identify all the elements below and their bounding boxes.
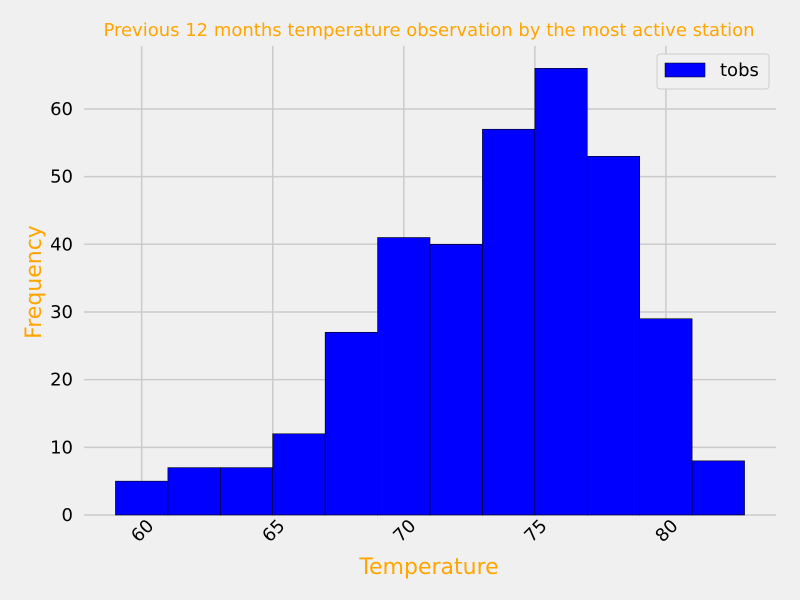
y-tick-labels: 0 10 20 30 40 50 60 [50,99,73,526]
histogram-bar [691,460,745,516]
histogram-bar [167,467,221,516]
y-tick-label: 20 [50,370,73,391]
histogram-bar [324,331,378,516]
x-tick-label: 75 [520,516,551,547]
legend-label: tobs [720,60,759,81]
histogram-bar [115,480,169,516]
y-tick-label: 0 [62,505,73,526]
x-tick-label: 65 [258,516,289,547]
y-tick-label: 10 [50,437,73,458]
histogram-bars [115,68,745,516]
y-axis-label: Frequency [22,225,47,339]
y-tick-label: 50 [50,167,73,188]
histogram-bar [272,433,326,516]
x-tick-label: 70 [389,516,420,547]
histogram-bar [586,156,640,516]
x-tick-label: 80 [651,516,682,547]
chart-title: Previous 12 months temperature observati… [103,20,754,41]
histogram-bar [429,243,483,516]
legend-swatch [664,62,706,78]
x-axis-label: Temperature [358,555,498,580]
histogram-bar [377,237,431,516]
y-tick-label: 60 [50,99,73,120]
y-tick-label: 40 [50,234,73,255]
y-tick-label: 30 [50,302,73,323]
x-tick-labels: 60 65 70 75 80 [127,516,682,547]
x-tick-label: 60 [127,516,158,547]
histogram-bar [639,318,693,516]
legend: tobs [656,53,770,90]
histogram-bar [534,68,588,516]
histogram-bar [482,128,536,516]
histogram-bar [220,467,274,516]
